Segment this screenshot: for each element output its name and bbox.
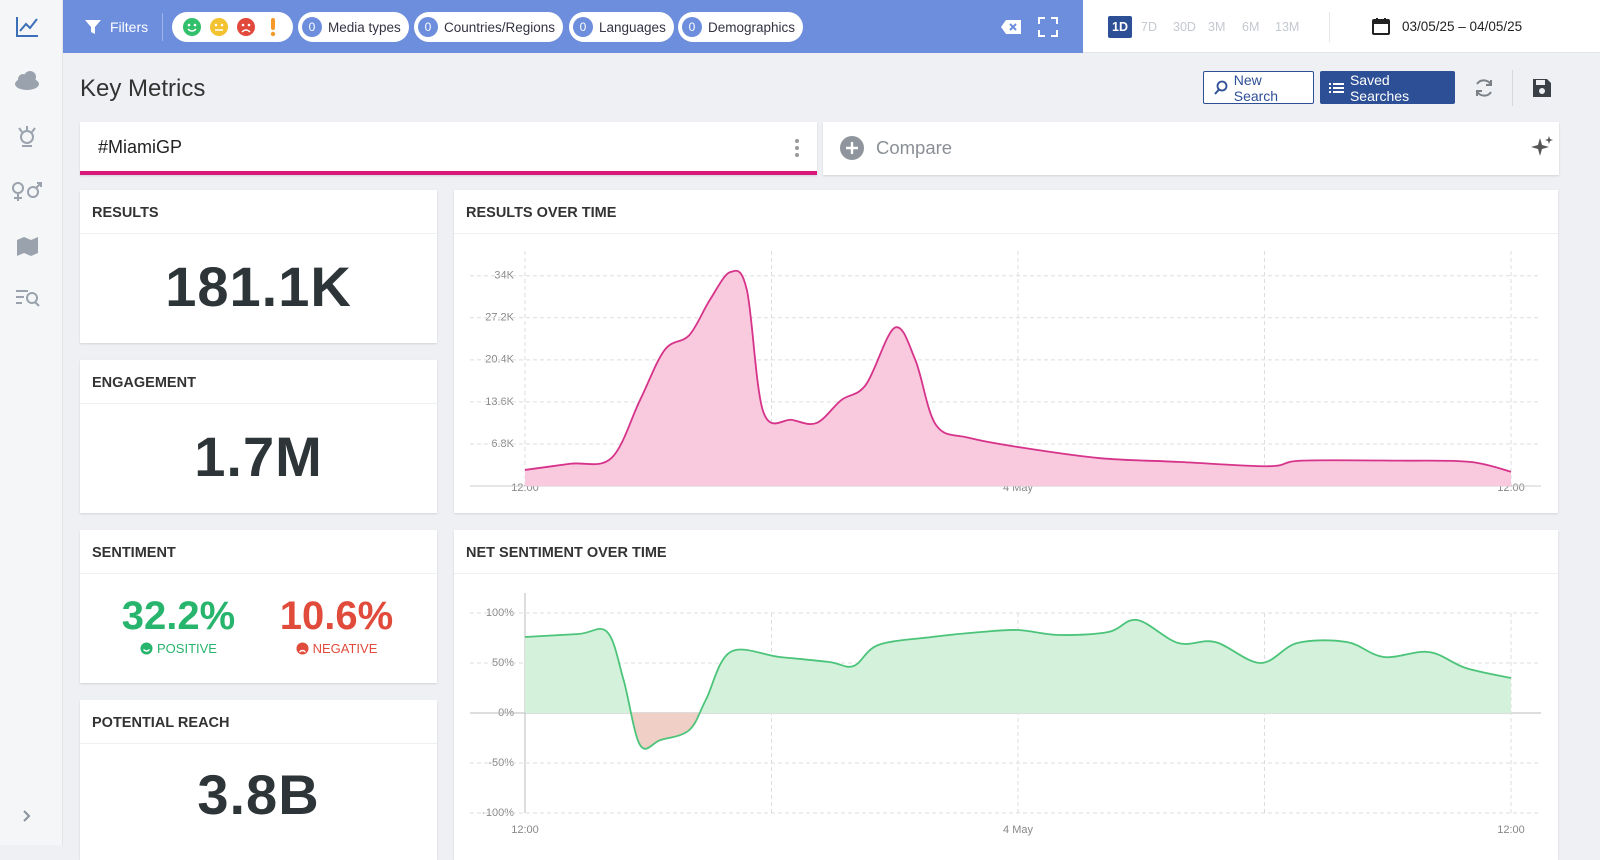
y-tick-label: 34K bbox=[494, 270, 514, 282]
list-icon bbox=[1329, 82, 1344, 93]
x-tick-label: 12:00 bbox=[1497, 824, 1525, 836]
chart-title: RESULTS OVER TIME bbox=[466, 205, 617, 221]
area bbox=[525, 270, 1511, 486]
divider bbox=[454, 573, 1558, 574]
chip-count: 0 bbox=[302, 17, 322, 37]
range-option[interactable]: 30D bbox=[1173, 20, 1196, 34]
range-option[interactable]: 13M bbox=[1275, 20, 1300, 34]
filters-label[interactable]: Filters bbox=[110, 19, 149, 35]
results-value: 181.1K bbox=[165, 255, 352, 318]
x-tick-label: 4 May bbox=[1003, 824, 1033, 836]
filter-icon bbox=[85, 20, 101, 34]
chip-label: Media types bbox=[328, 19, 401, 35]
nav-analytics[interactable] bbox=[16, 17, 38, 37]
engagement-value: 1.7M bbox=[194, 425, 323, 488]
chip-label: Countries/Regions bbox=[444, 19, 556, 35]
results-card: RESULTS 181.1K bbox=[80, 190, 437, 343]
add-icon bbox=[840, 136, 864, 160]
saved-searches-button[interactable]: Saved Searches bbox=[1320, 71, 1455, 104]
date-controls: 1D 7D 30D 3M 6M 13M 03/05/25 – 04/05/25 bbox=[1083, 0, 1600, 53]
engagement-card: ENGAGEMENT 1.7M bbox=[80, 360, 437, 513]
negative-value: 10.6% bbox=[279, 594, 394, 638]
save-button[interactable] bbox=[1532, 78, 1552, 98]
y-tick-label: 6.8K bbox=[491, 438, 514, 450]
sentiment-faces bbox=[183, 18, 276, 37]
divider bbox=[454, 233, 1558, 234]
negative-label: NEGATIVE bbox=[312, 641, 378, 656]
y-tick-label: 50% bbox=[492, 657, 514, 669]
positive-label: POSITIVE bbox=[157, 641, 217, 656]
saved-searches-label: Saved Searches bbox=[1349, 71, 1410, 104]
chart-title: NET SENTIMENT OVER TIME bbox=[466, 545, 667, 561]
chip-count: 0 bbox=[418, 17, 438, 37]
nav-topics[interactable] bbox=[16, 290, 40, 307]
calendar-icon[interactable] bbox=[1372, 17, 1390, 35]
divider bbox=[80, 403, 437, 404]
clear-filters[interactable] bbox=[1000, 18, 1022, 36]
negative-label-row: NEGATIVE bbox=[258, 641, 415, 656]
reach-value: 3.8B bbox=[197, 763, 320, 826]
sentiment-filter[interactable] bbox=[172, 12, 293, 42]
chip-count: 0 bbox=[682, 17, 702, 37]
positive-value: 32.2% bbox=[121, 594, 236, 638]
new-search-button[interactable]: New Search bbox=[1203, 71, 1314, 104]
chip-label: Demographics bbox=[708, 19, 796, 35]
nav-map[interactable] bbox=[17, 237, 38, 256]
filter-chip[interactable]: 0 Countries/Regions bbox=[414, 12, 564, 42]
ai-sparkle[interactable] bbox=[1531, 136, 1553, 158]
sidebar-icons bbox=[12, 17, 42, 822]
line bbox=[524, 618, 1512, 750]
filter-bar: Filters 0 Media types 0 Countries/Regions 0 L… bbox=[63, 0, 1083, 53]
range-option[interactable]: 6M bbox=[1242, 20, 1260, 34]
nav-cloud[interactable] bbox=[15, 71, 39, 90]
filter-chip[interactable]: 0 Demographics bbox=[678, 12, 804, 42]
separator bbox=[1512, 70, 1513, 106]
compare-text: Compare bbox=[876, 137, 953, 158]
filter-chip[interactable]: 0 Media types bbox=[298, 12, 409, 42]
positive-label-row: POSITIVE bbox=[100, 641, 257, 656]
new-search-label: New Search bbox=[1233, 71, 1279, 104]
expand-sidebar[interactable] bbox=[23, 810, 31, 822]
refresh-button[interactable] bbox=[1473, 77, 1495, 99]
x-tick-label: 12:00 bbox=[511, 824, 539, 836]
area-positive bbox=[525, 619, 1511, 713]
divider bbox=[80, 233, 437, 234]
sidebar bbox=[0, 0, 63, 845]
nav-demographics[interactable] bbox=[12, 182, 42, 201]
card-title: SENTIMENT bbox=[92, 545, 176, 561]
compare-box[interactable]: Compare bbox=[823, 122, 1559, 175]
reach-card: POTENTIAL REACH 3.8B bbox=[80, 700, 437, 860]
query-menu[interactable] bbox=[794, 138, 800, 158]
range-option[interactable]: 1D bbox=[1108, 16, 1132, 38]
chip-count: 0 bbox=[573, 17, 593, 37]
card-title: RESULTS bbox=[92, 205, 159, 221]
range-option[interactable]: 3M bbox=[1208, 20, 1226, 34]
query-text: #MiamiGP bbox=[98, 137, 183, 157]
nav-influence[interactable] bbox=[18, 126, 36, 147]
fullscreen[interactable] bbox=[1038, 17, 1058, 37]
separator bbox=[1329, 12, 1330, 42]
date-range[interactable]: 03/05/25 – 04/05/25 bbox=[1402, 19, 1523, 34]
divider bbox=[80, 573, 437, 574]
query-box[interactable]: #MiamiGP bbox=[80, 122, 817, 175]
card-title: POTENTIAL REACH bbox=[92, 715, 230, 731]
card-title: ENGAGEMENT bbox=[92, 375, 196, 391]
search-icon bbox=[1214, 80, 1228, 95]
filter-chip[interactable]: 0 Languages bbox=[569, 12, 674, 42]
range-option[interactable]: 7D bbox=[1141, 20, 1157, 34]
positive-icon bbox=[140, 642, 153, 655]
chip-label: Languages bbox=[599, 19, 666, 35]
divider bbox=[80, 743, 437, 744]
line bbox=[524, 269, 1512, 473]
page-title: Key Metrics bbox=[80, 75, 206, 102]
sentiment-card: SENTIMENT 32.2% POSITIVE 10.6% NEGATIVE bbox=[80, 530, 437, 683]
negative-icon bbox=[296, 642, 309, 655]
separator bbox=[162, 13, 163, 41]
